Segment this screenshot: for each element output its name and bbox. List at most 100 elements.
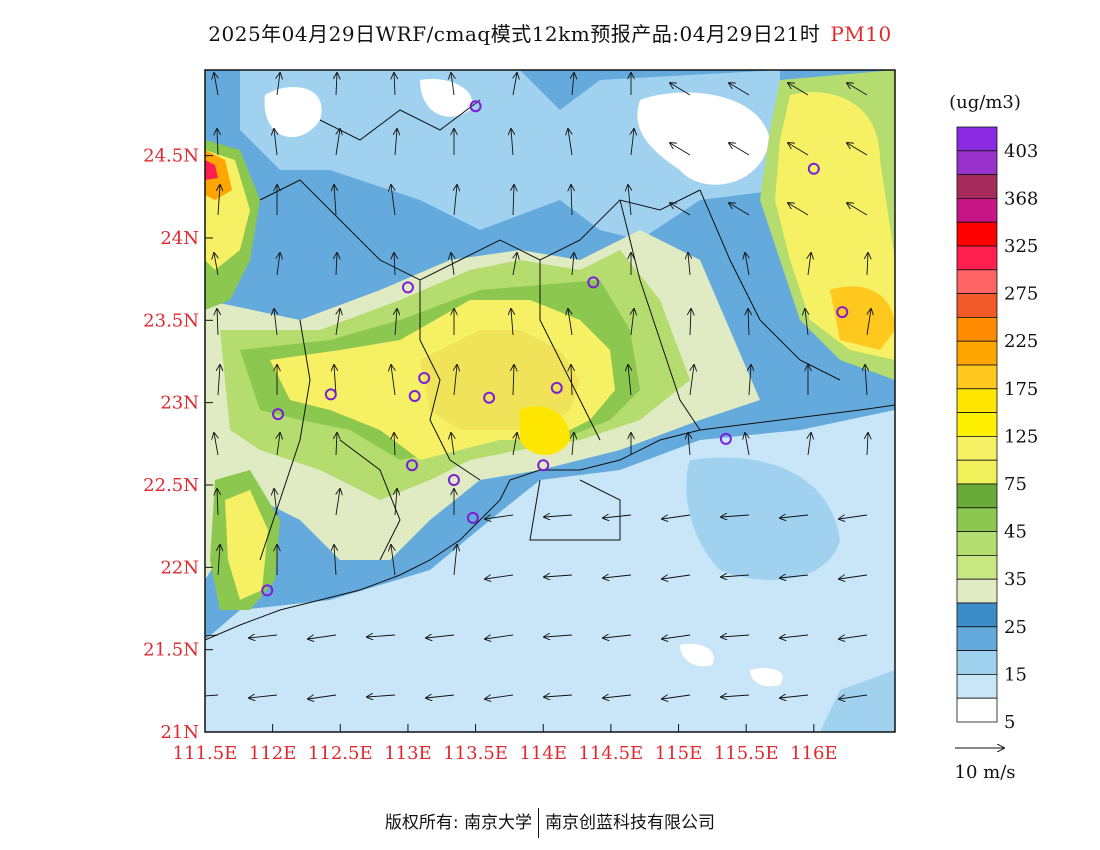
station-marker [483,391,496,404]
wind-arrow [603,695,632,698]
wind-arrow [513,185,514,216]
wind-arrow [729,203,750,216]
x-tick-label: 115E [655,743,703,764]
wind-arrow [391,545,396,576]
legend-swatch [956,174,998,199]
wind-arrow [839,635,868,639]
wind-arrow [485,635,514,639]
legend-swatch [956,697,998,723]
legend-label: 175 [1004,379,1038,400]
wind-arrow [721,515,750,517]
y-tick-label: 21.5N [143,640,199,661]
legend-label: 5 [1004,712,1015,733]
wind-arrow [670,203,691,216]
legend-swatch [956,412,998,437]
wind-arrow [721,695,750,697]
wind-arrow [308,695,337,699]
wind-arrow [839,695,868,699]
wind-arrow [867,433,868,456]
wind-arrow [205,634,219,637]
x-tick-label: 112E [249,743,297,764]
legend-swatch [956,316,998,342]
station-marker [587,276,600,289]
wind-arrow [214,253,218,276]
wind-arrow [485,575,514,579]
wind-arrow [249,635,278,638]
wind-arrow [631,129,634,156]
wind-arrow [788,143,809,156]
wind-arrow [277,73,280,96]
legend-swatch [956,126,998,152]
wind-arrow [395,129,397,156]
wind-arrow [571,365,572,396]
color-legend [956,126,998,723]
wind-arrow [336,129,340,156]
station-marker [418,371,431,384]
y-tick-label: 24.5N [143,146,199,167]
wind-arrow [511,309,513,336]
legend-swatch [956,507,998,532]
wind-arrow [513,253,517,276]
legend-swatch [956,531,998,556]
wind-arrow [662,575,691,579]
wind-arrow [513,73,517,96]
legend-swatch [956,269,998,294]
wind-arrow [217,489,218,516]
wind-arrow [780,575,809,578]
wind-arrow [867,309,871,336]
x-tick-label: 116E [790,743,838,764]
wind-arrow [662,635,691,639]
wind-arrow [336,433,337,456]
boundary-lines [205,99,895,641]
wind-arrow [729,143,750,156]
wind-arrow [572,433,574,456]
legend-label: 368 [1004,188,1038,209]
wind-arrow [308,635,337,639]
wind-arrow [748,309,749,336]
wind-arrow [839,515,868,519]
wind-arrow [511,129,513,156]
wind-arrow [572,73,574,96]
legend-label: 125 [1004,426,1038,447]
wind-arrow [274,309,277,336]
wind-arrow [847,83,868,96]
wind-arrow [603,635,632,638]
wind-arrow [205,694,219,697]
wind-arrow [336,73,337,96]
wind-arrow [780,515,809,518]
map-title: 2025年04月29日WRF/cmaq模式12km预报产品:04月29日21时 P… [0,18,1100,47]
y-axis: 24.5N 24N 23.5N 23N 22.5N 22N 21.5N 21N [143,146,213,743]
wind-arrow [688,433,690,456]
station-marker [401,281,414,294]
wind-arrow [749,365,751,396]
wind-arrow [689,365,694,396]
wind-arrow [628,365,631,396]
wind-arrow [628,185,631,216]
legend-swatch [956,483,998,509]
wind-arrow [568,129,572,156]
legend-swatch [956,578,998,604]
wind-arrow [336,253,337,276]
wind-arrow [572,253,574,276]
legend-label: 75 [1004,474,1027,495]
wind-arrow [865,365,867,396]
wind-arrow [217,129,218,156]
wind-vectors [205,73,871,699]
wind-arrow [394,433,395,456]
wind-arrow [485,695,514,699]
wind-arrow [277,253,280,276]
station-marker [836,306,849,319]
y-tick-label: 23.5N [143,310,199,331]
legend-swatch [956,293,998,318]
map-frame [204,69,896,733]
wind-arrow [218,185,220,216]
wind-arrow [274,129,277,156]
wind-arrow [780,695,809,698]
legend-swatch [956,650,998,675]
wind-arrow [334,185,336,216]
y-tick-label: 23N [160,393,199,414]
wind-arrow [839,575,868,579]
wind-arrow [571,185,572,216]
legend-label: 15 [1004,664,1027,685]
